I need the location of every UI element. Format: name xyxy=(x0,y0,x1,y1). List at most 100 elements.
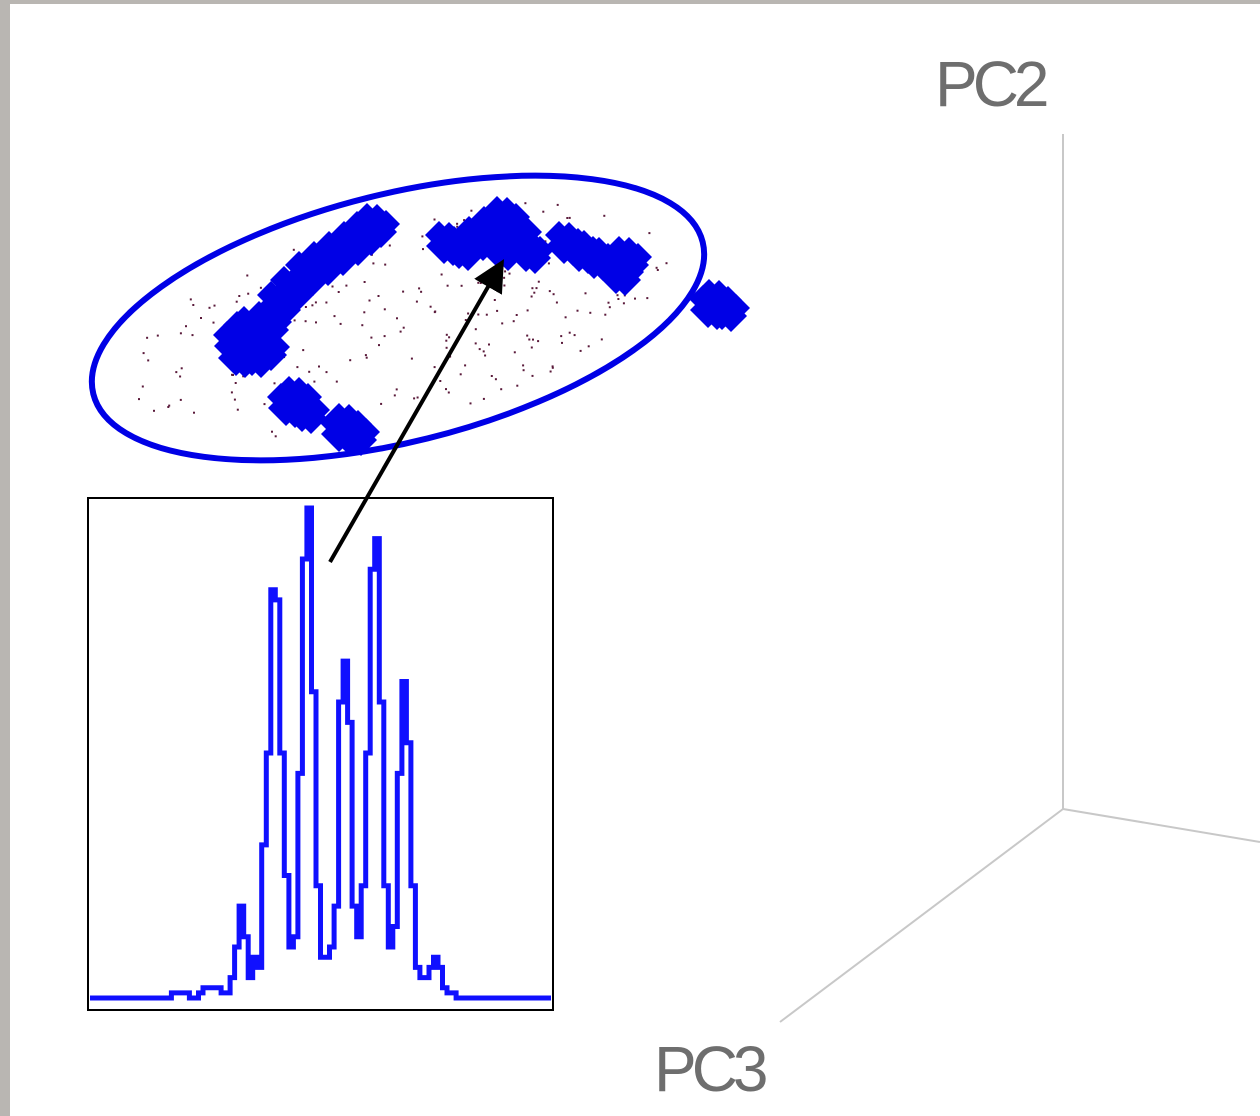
cluster-point xyxy=(361,204,393,236)
background-point xyxy=(587,345,590,348)
background-point xyxy=(568,216,571,219)
background-point xyxy=(363,281,366,283)
background-point xyxy=(393,394,396,397)
background-point xyxy=(259,286,262,289)
background-point xyxy=(467,312,470,315)
background-point xyxy=(418,287,421,290)
background-point xyxy=(378,344,380,347)
background-point xyxy=(544,240,547,243)
background-point xyxy=(179,375,182,378)
cluster-point xyxy=(225,334,257,366)
cluster-point xyxy=(605,252,637,284)
background-point xyxy=(325,301,328,304)
background-point xyxy=(556,203,559,206)
background-point xyxy=(263,403,266,406)
background-point xyxy=(603,214,606,217)
background-point xyxy=(622,302,625,305)
background-point xyxy=(604,313,607,316)
background-point xyxy=(474,328,477,331)
background-point xyxy=(634,297,636,300)
background-point xyxy=(616,294,619,297)
background-point xyxy=(337,291,340,293)
background-point xyxy=(363,311,366,314)
cluster-point xyxy=(291,390,323,422)
background-point xyxy=(503,284,506,287)
inset-spectrum-line xyxy=(90,505,551,1001)
background-point xyxy=(247,292,250,295)
background-point xyxy=(399,330,402,333)
background-point xyxy=(271,430,273,433)
pca-3d-scatter-svg: PC2 PC3 xyxy=(87,48,1260,1105)
background-point xyxy=(531,287,534,290)
background-point xyxy=(504,270,507,273)
background-point xyxy=(208,306,211,309)
background-point xyxy=(551,366,554,369)
background-point xyxy=(608,306,611,309)
background-point xyxy=(421,235,424,238)
background-point xyxy=(512,320,515,323)
background-point xyxy=(526,334,529,337)
background-point xyxy=(370,336,373,339)
background-point xyxy=(153,409,155,412)
background-point xyxy=(180,367,183,370)
background-point xyxy=(600,338,603,341)
background-point xyxy=(579,349,582,352)
background-point xyxy=(345,284,348,287)
background-point xyxy=(532,338,534,341)
background-point xyxy=(364,354,367,357)
background-point xyxy=(494,378,497,381)
background-point xyxy=(573,334,576,337)
background-point xyxy=(463,219,466,222)
background-point xyxy=(179,398,182,401)
background-point xyxy=(315,321,317,324)
background-point xyxy=(420,290,423,293)
background-point xyxy=(413,397,416,400)
background-point xyxy=(433,366,436,369)
background-point xyxy=(302,349,305,352)
background-point xyxy=(490,375,493,377)
background-point xyxy=(460,284,463,287)
background-point xyxy=(528,338,531,341)
background-point xyxy=(459,373,462,376)
background-point xyxy=(141,385,144,388)
background-point xyxy=(477,313,480,316)
background-point xyxy=(484,354,487,357)
background-point xyxy=(377,295,380,297)
background-point xyxy=(200,317,202,319)
background-point xyxy=(192,304,195,306)
background-point xyxy=(584,292,587,295)
background-point xyxy=(445,346,448,349)
background-point xyxy=(349,359,352,362)
background-point xyxy=(368,299,371,302)
background-point xyxy=(142,352,145,355)
background-point xyxy=(189,298,192,301)
background-point xyxy=(383,308,386,311)
background-point xyxy=(665,262,668,265)
background-point xyxy=(445,339,448,342)
cluster-point xyxy=(238,307,270,339)
background-point xyxy=(333,315,336,318)
background-point xyxy=(482,397,485,400)
background-point xyxy=(191,334,194,337)
background-point xyxy=(311,304,314,307)
background-point xyxy=(493,299,496,301)
background-point xyxy=(500,388,503,391)
background-point xyxy=(388,244,391,247)
background-point xyxy=(146,336,149,339)
background-point xyxy=(470,209,473,212)
background-point xyxy=(485,313,488,316)
background-point xyxy=(522,369,525,372)
background-point xyxy=(396,317,398,320)
background-point xyxy=(236,408,239,411)
background-point xyxy=(542,210,545,213)
background-point xyxy=(273,382,276,385)
background-point xyxy=(566,217,569,219)
background-point xyxy=(607,301,610,304)
background-point xyxy=(552,293,555,296)
background-point xyxy=(548,290,551,293)
cluster-ellipse xyxy=(88,172,708,464)
background-point xyxy=(576,309,579,312)
background-point xyxy=(535,287,538,290)
background-point xyxy=(365,356,368,359)
background-point xyxy=(648,232,651,235)
